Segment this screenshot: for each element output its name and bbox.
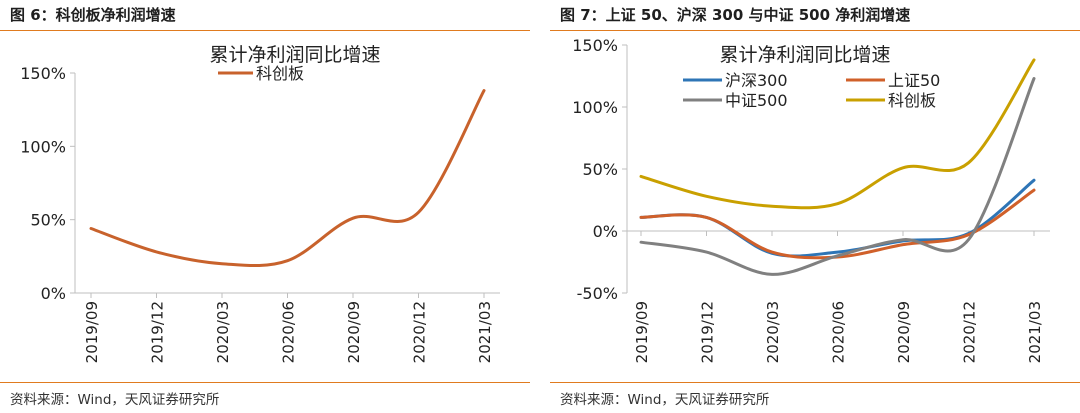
y-tick-label: -50% bbox=[577, 284, 618, 303]
x-tick-label: 2021/03 bbox=[1026, 301, 1044, 363]
series-line-3 bbox=[639, 77, 1036, 276]
right-figure: 图 7：上证 50、沪深 300 与中证 500 净利润增速 -50% 0% 50%… bbox=[550, 0, 1080, 413]
chart-net-profit-growth-star-market: 0% 50% 100% 150% 2019/09 2019/12 2020/03 2020/0… bbox=[20, 44, 500, 363]
source-note: 资料来源：Wind，天风证券研究所 bbox=[560, 392, 770, 408]
x-tick-label: 2020/03 bbox=[214, 301, 232, 363]
x-tick-label: 2020/03 bbox=[764, 301, 782, 363]
x-tick-label: 2020/06 bbox=[280, 301, 298, 363]
legend-label: 科创板 bbox=[256, 64, 304, 83]
x-tick-label: 2020/12 bbox=[961, 301, 979, 363]
y-tick-label: 0% bbox=[593, 222, 618, 241]
legend-label: 科创板 bbox=[888, 91, 936, 110]
series-line-1 bbox=[89, 89, 486, 268]
figure-6-title: 图 6：科创板净利润增速 bbox=[10, 6, 176, 24]
y-tick-label: 100% bbox=[20, 137, 66, 156]
title-rule bbox=[550, 30, 1080, 31]
figure-7-title: 图 7：上证 50、沪深 300 与中证 500 净利润增速 bbox=[560, 6, 911, 24]
series-line-2 bbox=[639, 188, 1036, 260]
source-rule bbox=[0, 382, 530, 383]
x-tick-label: 2019/12 bbox=[699, 301, 717, 363]
title-rule bbox=[0, 30, 530, 31]
chart-net-profit-growth-indices: -50% 0% 50% 100% 150% 2019/09 2019/12 2020/03 20… bbox=[572, 36, 1050, 363]
x-tick-label: 2019/09 bbox=[83, 301, 101, 363]
y-tick-label: 150% bbox=[572, 36, 618, 55]
x-tick-label: 2019/12 bbox=[149, 301, 167, 363]
legend-label: 中证500 bbox=[725, 91, 788, 110]
y-tick-label: 100% bbox=[572, 98, 618, 117]
chart-title: 累计净利润同比增速 bbox=[209, 44, 380, 66]
legend-label: 上证50 bbox=[888, 71, 940, 90]
source-rule bbox=[550, 382, 1080, 383]
series-line-4 bbox=[639, 58, 1036, 210]
series-line-1 bbox=[639, 178, 1036, 258]
x-tick-label: 2020/12 bbox=[411, 301, 429, 363]
y-tick-label: 50% bbox=[582, 160, 618, 179]
x-tick-label: 2021/03 bbox=[476, 301, 494, 363]
x-tick-label: 2020/09 bbox=[895, 301, 913, 363]
y-tick-label: 0% bbox=[41, 284, 66, 303]
x-tick-label: 2020/09 bbox=[345, 301, 363, 363]
chart-title: 累计净利润同比增速 bbox=[719, 44, 890, 66]
x-tick-label: 2020/06 bbox=[830, 301, 848, 363]
x-tick-label: 2019/09 bbox=[633, 301, 651, 363]
y-tick-label: 150% bbox=[20, 64, 66, 83]
legend-label: 沪深300 bbox=[725, 71, 788, 90]
left-figure: 图 6：科创板净利润增速 0% 50% 100% 150% 2019/09 2019/12… bbox=[0, 0, 530, 413]
y-tick-label: 50% bbox=[30, 211, 66, 230]
source-note: 资料来源：Wind，天风证券研究所 bbox=[10, 392, 220, 408]
